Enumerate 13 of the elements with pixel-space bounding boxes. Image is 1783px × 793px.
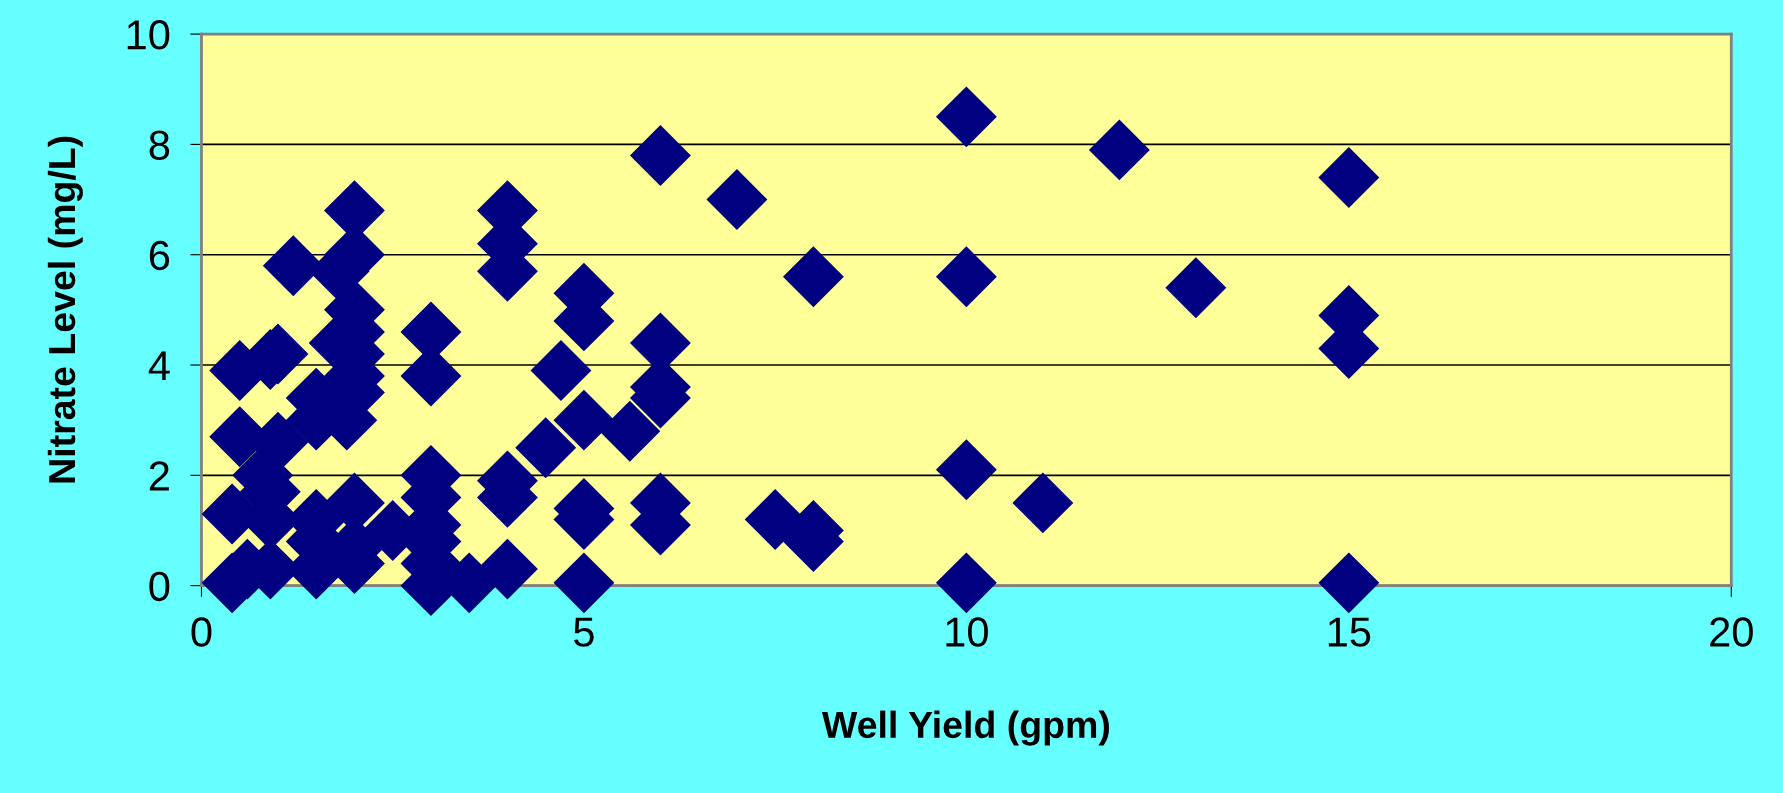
y-tick-label: 0: [149, 571, 170, 602]
y-axis-title: Nitrate Level (mg/L): [47, 136, 83, 483]
y-tick-label: 2: [149, 461, 169, 491]
x-tick-label: 0: [191, 617, 212, 647]
x-tick-label: 5: [574, 617, 594, 647]
x-tick-label: 10: [946, 617, 988, 647]
y-tick-label: 8: [149, 130, 170, 160]
y-tick-label: 6: [149, 240, 170, 271]
x-tick-label: 20: [1710, 617, 1753, 647]
x-tick-label: 15: [1328, 617, 1371, 647]
x-axis-title: Well Yield (gpm): [821, 710, 1109, 746]
y-tick-label: 10: [127, 20, 170, 50]
y-tick-label: 4: [148, 351, 170, 381]
